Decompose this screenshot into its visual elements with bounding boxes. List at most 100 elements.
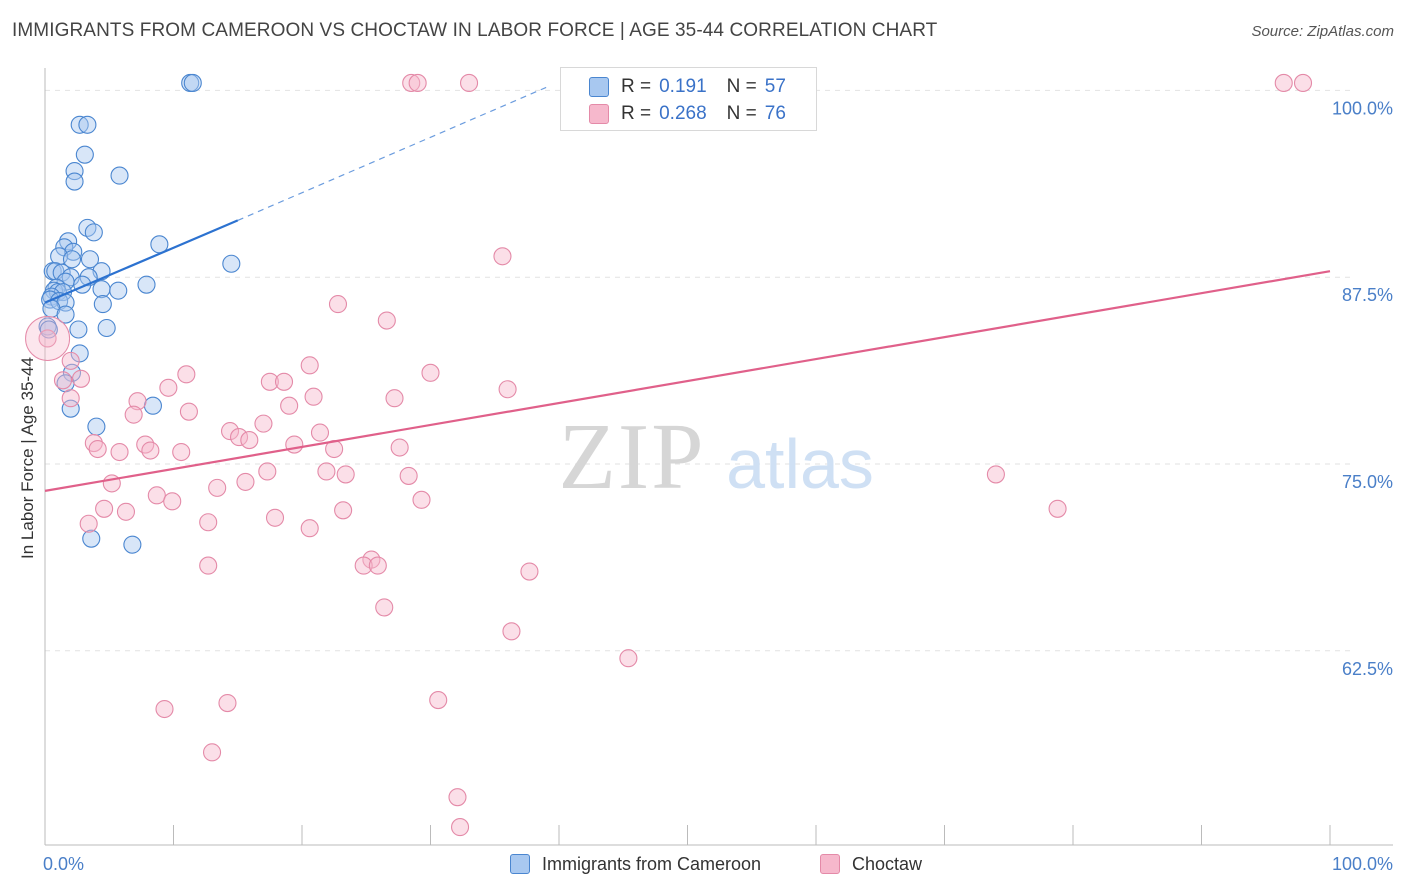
watermark-atlas: atlas <box>726 425 874 503</box>
point-choctaw <box>317 462 336 481</box>
point-cameroon <box>93 295 112 314</box>
point-cameroon <box>97 318 116 338</box>
point-choctaw <box>61 351 80 370</box>
trend-line-extension-cameroon <box>237 86 547 221</box>
legend-swatch-cameroon <box>589 77 609 97</box>
legend-r-value: 0.191 <box>659 76 707 97</box>
point-choctaw <box>354 556 373 575</box>
point-choctaw <box>390 438 409 457</box>
y-tick-label: 62.5% <box>1342 659 1393 679</box>
point-cameroon <box>87 417 106 436</box>
point-choctaw <box>334 501 353 520</box>
point-cameroon <box>84 223 103 242</box>
point-choctaw <box>53 371 73 390</box>
point-choctaw <box>493 247 512 266</box>
point-choctaw <box>124 405 143 424</box>
point-choctaw <box>368 556 387 575</box>
point-choctaw <box>285 435 304 454</box>
point-choctaw <box>385 389 404 408</box>
point-choctaw <box>260 372 279 391</box>
point-cameroon <box>123 535 142 554</box>
legend-n-label: N = <box>726 103 757 124</box>
point-choctaw <box>159 378 178 397</box>
point-cameroon <box>80 250 100 269</box>
point-choctaw <box>498 380 517 399</box>
point-cameroon <box>183 73 202 92</box>
point-choctaw <box>236 472 255 491</box>
legend-label-choctaw: Choctaw <box>852 853 923 874</box>
point-choctaw <box>199 556 218 575</box>
point-choctaw <box>71 369 91 388</box>
legend-swatch-choctaw <box>589 104 609 124</box>
point-choctaw <box>336 465 355 484</box>
point-choctaw <box>254 414 273 433</box>
legend-item-cameroon[interactable]: Immigrants from Cameroon <box>510 852 761 876</box>
point-cameroon <box>39 320 58 339</box>
source-credit: Source: ZipAtlas.com <box>1251 23 1394 40</box>
point-cameroon <box>222 254 241 273</box>
y-tick-label: 100.0% <box>1332 98 1393 118</box>
point-choctaw <box>328 295 348 314</box>
x-tick-label: 0.0% <box>43 854 84 874</box>
grid-lines <box>45 89 1355 652</box>
trend-line-cameroon <box>44 219 239 304</box>
point-choctaw <box>88 439 107 459</box>
tick-labels: 100.0% 87.5% 75.0% 62.5% 0.0% 100.0% <box>43 98 1393 874</box>
point-choctaw <box>375 598 394 617</box>
trend-lines <box>44 86 1331 492</box>
point-choctaw <box>1048 499 1067 518</box>
point-choctaw <box>141 441 160 460</box>
point-choctaw <box>38 329 57 348</box>
point-cameroon <box>78 115 97 134</box>
point-choctaw <box>220 422 240 441</box>
legend-label-cameroon: Immigrants from Cameroon <box>542 853 762 874</box>
y-tick-label: 75.0% <box>1342 472 1393 492</box>
point-choctaw <box>116 502 136 521</box>
point-choctaw <box>520 562 539 581</box>
point-choctaw <box>179 402 198 421</box>
point-choctaw <box>203 743 222 762</box>
point-cameroon <box>110 166 129 185</box>
point-choctaw <box>95 499 114 518</box>
point-cameroon <box>56 305 75 324</box>
point-choctaw <box>429 691 448 710</box>
point-cameroon <box>65 162 84 181</box>
point-choctaw <box>258 462 277 481</box>
legend-r-value: 0.268 <box>659 103 707 124</box>
point-choctaw <box>240 431 259 450</box>
legend-swatch-choctaw <box>820 854 840 874</box>
chart-title: IMMIGRANTS FROM CAMEROON VS CHOCTAW IN L… <box>12 20 938 41</box>
point-cameroon <box>69 320 88 339</box>
trend-line-choctaw <box>44 270 1331 492</box>
point-choctaw <box>408 73 427 92</box>
point-cameroon <box>143 396 162 415</box>
legend-n-value: 57 <box>764 76 786 97</box>
legend-item-choctaw[interactable]: Choctaw <box>820 852 922 876</box>
point-choctaw <box>274 372 294 391</box>
point-choctaw <box>229 428 249 447</box>
point-cameroon <box>62 250 82 269</box>
legend-swatch-cameroon <box>510 854 530 874</box>
x-tick-label: 100.0% <box>1332 854 1393 874</box>
watermark-zip: ZIP <box>559 405 706 509</box>
point-choctaw <box>1274 73 1293 92</box>
point-choctaw <box>1293 73 1313 92</box>
legend-n-label: N = <box>726 76 757 97</box>
point-choctaw <box>421 363 440 382</box>
point-choctaw <box>377 311 396 330</box>
point-choctaw <box>986 465 1005 484</box>
point-cameroon <box>137 275 156 294</box>
point-choctaw <box>208 478 227 497</box>
point-choctaw <box>199 513 218 532</box>
point-cameroon <box>75 145 94 164</box>
point-choctaw <box>502 622 521 641</box>
point-choctaw <box>110 442 129 462</box>
legend-r-label: R = <box>621 103 652 124</box>
y-tick-label: 87.5% <box>1342 285 1393 305</box>
point-choctaw <box>310 423 330 442</box>
point-choctaw <box>265 508 285 527</box>
point-choctaw <box>128 392 147 411</box>
point-choctaw <box>304 387 323 406</box>
legend-row-cameroon: R = 0.191 N = 57 <box>589 74 786 100</box>
